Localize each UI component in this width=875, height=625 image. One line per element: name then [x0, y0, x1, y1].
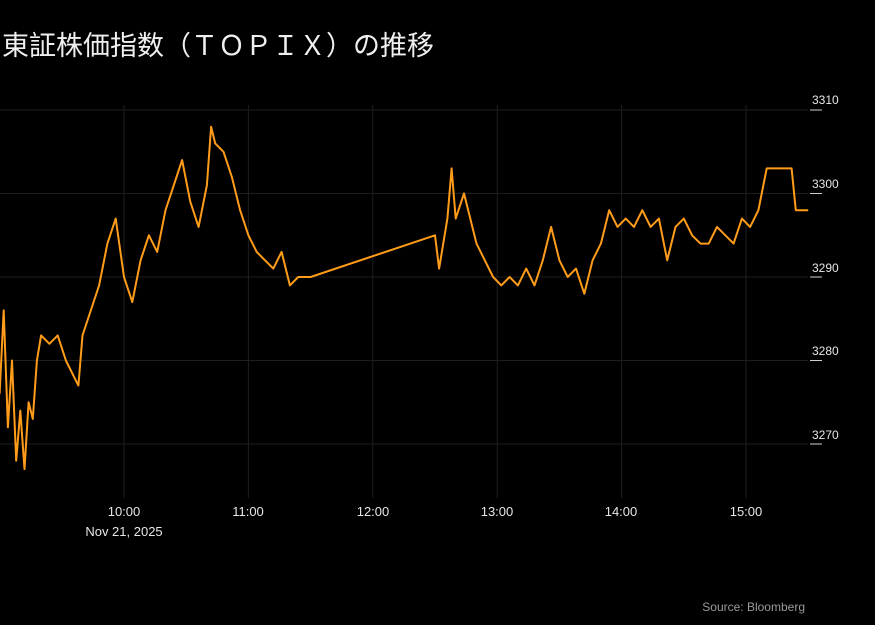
x-tick-1300: 13:00: [480, 504, 514, 519]
gridlines: [0, 105, 808, 498]
y-tick-3290: 3290: [812, 261, 839, 275]
x-date-label: Nov 21, 2025: [85, 524, 163, 539]
x-tick-1100: 11:00: [232, 504, 264, 519]
topix-line: [0, 125, 809, 471]
x-tick-1500: 15:00: [729, 504, 763, 519]
y-tick-3300: 3300: [812, 177, 839, 191]
source-note: Source: Bloomberg: [702, 600, 805, 614]
y-tick-3270: 3270: [812, 428, 839, 442]
x-tick-1400: 14:00: [604, 504, 638, 519]
y-tick-marks: [810, 109, 822, 445]
x-tick-1000: 10:00: [107, 504, 141, 519]
chart-title: 東証株価指数（ＴＯＰＩＸ）の推移: [2, 31, 434, 62]
y-tick-3280: 3280: [812, 344, 839, 358]
y-tick-3310: 3310: [812, 93, 839, 107]
x-tick-1200: 12:00: [356, 504, 390, 519]
